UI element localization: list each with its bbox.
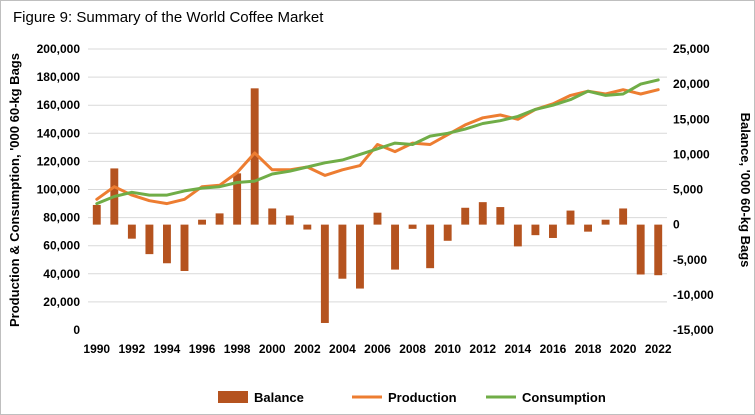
x-tick-label: 2012 <box>469 342 496 356</box>
balance-bar <box>285 215 294 225</box>
balance-bar <box>92 204 101 225</box>
balance-bar <box>654 224 663 276</box>
balance-bar <box>215 213 224 225</box>
right-tick-label: 10,000 <box>673 147 710 161</box>
right-tick-label: -5,000 <box>673 253 707 267</box>
balance-bar <box>408 224 417 229</box>
balance-bar <box>373 212 382 225</box>
balance-bar <box>320 224 329 323</box>
left-tick-label: 80,000 <box>43 211 80 225</box>
balance-bar <box>250 88 259 225</box>
x-tick-label: 1996 <box>189 342 216 356</box>
left-axis-title: Production & Consumption, '000 60-kg Bag… <box>7 53 22 327</box>
balance-bar <box>461 207 470 225</box>
balance-bar <box>636 224 645 275</box>
legend-swatch-balance <box>218 391 248 403</box>
balance-bar <box>531 224 540 236</box>
production-line <box>95 88 660 206</box>
x-tick-label: 2010 <box>434 342 461 356</box>
x-tick-label: 2004 <box>329 342 356 356</box>
right-tick-label: -10,000 <box>673 288 714 302</box>
x-tick-label: 2020 <box>610 342 637 356</box>
balance-bar <box>566 210 575 225</box>
balance-bar <box>478 202 487 225</box>
legend: Balance Production Consumption <box>218 390 606 405</box>
x-tick-label: 2006 <box>364 342 391 356</box>
left-tick-label: 40,000 <box>43 267 80 281</box>
left-tick-label: 0 <box>73 323 80 337</box>
right-axis-title: Balance, '000 60-kg Bags <box>738 113 753 268</box>
x-tick-label: 1990 <box>83 342 110 356</box>
balance-bar <box>426 224 435 269</box>
balance-bar <box>391 224 399 270</box>
x-tick-label: 1998 <box>224 342 251 356</box>
balance-bar <box>180 224 189 271</box>
x-tick-label: 2016 <box>540 342 567 356</box>
x-tick-label: 2014 <box>505 342 532 356</box>
balance-bar <box>549 224 557 238</box>
legend-label-consumption: Consumption <box>522 390 606 405</box>
left-tick-label: 160,000 <box>37 98 81 112</box>
balance-bar <box>268 208 277 225</box>
x-tick-label: 1994 <box>154 342 181 356</box>
balance-bar <box>338 224 347 279</box>
balance-bar <box>443 224 452 241</box>
balance-bar <box>601 219 610 225</box>
balance-bar <box>496 207 505 225</box>
left-axis-ticks: 0 20,000 40,000 60,000 80,000 100,000 120,000 1… <box>37 42 81 337</box>
right-tick-label: 15,000 <box>673 112 710 126</box>
balance-bar <box>198 219 206 225</box>
left-tick-label: 100,000 <box>37 183 81 197</box>
balance-bar <box>513 224 522 247</box>
x-tick-label: 2022 <box>645 342 672 356</box>
x-tick-label: 2002 <box>294 342 321 356</box>
figure-title: Figure 9: Summary of the World Coffee Ma… <box>13 9 324 26</box>
left-tick-label: 20,000 <box>43 295 80 309</box>
left-tick-label: 180,000 <box>37 70 81 84</box>
data-lines <box>95 78 660 206</box>
right-tick-label: 0 <box>673 218 680 232</box>
right-tick-label: -15,000 <box>673 323 714 337</box>
right-tick-label: 20,000 <box>673 77 710 91</box>
gridlines <box>88 48 667 303</box>
x-tick-label: 1992 <box>119 342 146 356</box>
x-tick-label: 2008 <box>399 342 426 356</box>
balance-bar <box>233 173 242 225</box>
balance-bar <box>127 224 136 239</box>
balance-bar <box>163 224 171 264</box>
balance-bar <box>303 224 312 230</box>
balance-bar <box>145 224 154 255</box>
balance-bar <box>356 224 364 289</box>
right-axis-ticks: -15,000 -10,000 -5,000 0 5,000 10,000 15,000 20… <box>673 42 714 337</box>
x-tick-label: 2000 <box>259 342 286 356</box>
legend-label-production: Production <box>388 390 457 405</box>
balance-bars <box>92 88 663 323</box>
x-axis-ticks: 1990 1992 1994 1996 1998 2000 2002 2004 2006 2008… <box>83 342 671 356</box>
left-tick-label: 60,000 <box>43 239 80 253</box>
balance-bar <box>584 224 592 232</box>
consumption-line <box>95 78 660 206</box>
right-tick-label: 25,000 <box>673 42 710 56</box>
x-tick-label: 2018 <box>575 342 602 356</box>
left-tick-label: 200,000 <box>37 42 81 56</box>
left-tick-label: 120,000 <box>37 154 81 168</box>
right-tick-label: 5,000 <box>673 183 703 197</box>
legend-label-balance: Balance <box>254 390 304 405</box>
balance-bar <box>619 208 628 225</box>
left-tick-label: 140,000 <box>37 126 81 140</box>
